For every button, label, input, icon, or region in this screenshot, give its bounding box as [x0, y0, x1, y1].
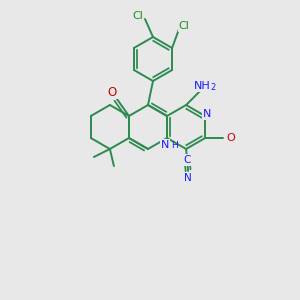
- Text: 2: 2: [210, 83, 215, 92]
- Text: C: C: [183, 155, 191, 165]
- Text: N: N: [203, 109, 211, 119]
- Text: N: N: [184, 173, 192, 183]
- Text: NH: NH: [194, 81, 211, 91]
- Text: Cl: Cl: [133, 11, 143, 21]
- Text: Cl: Cl: [178, 21, 190, 31]
- Text: O: O: [107, 85, 117, 98]
- Text: N: N: [161, 140, 169, 150]
- Text: H: H: [171, 142, 178, 151]
- Text: O: O: [226, 133, 235, 143]
